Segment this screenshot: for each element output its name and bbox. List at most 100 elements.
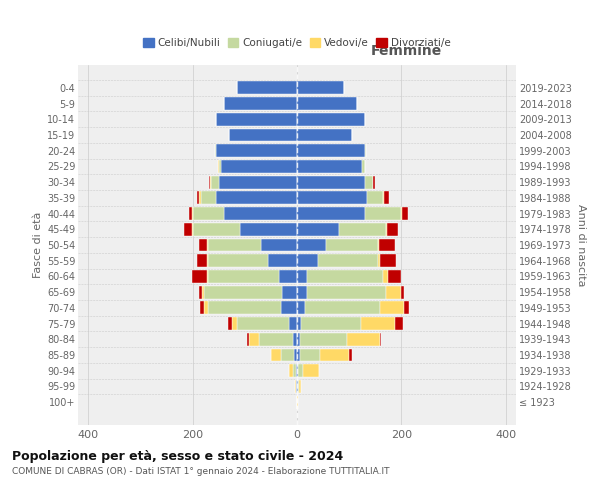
Bar (297, 176, 365, 188)
Bar (297, 223, 339, 235)
Bar (299, 333, 347, 346)
Bar (204, 302, 208, 314)
Bar (297, 97, 357, 110)
Text: Popolazione per età, sesso e stato civile - 2024: Popolazione per età, sesso e stato civil… (12, 450, 343, 463)
Y-axis label: Fasce di età: Fasce di età (32, 212, 43, 278)
Bar (395, 317, 403, 330)
Text: Femmine: Femmine (371, 44, 442, 58)
Bar (293, 333, 297, 346)
Bar (401, 286, 404, 298)
Bar (387, 223, 398, 235)
Bar (208, 238, 260, 252)
Bar (259, 333, 293, 346)
Bar (247, 333, 248, 346)
Bar (301, 317, 361, 330)
Bar (210, 176, 211, 188)
Bar (297, 113, 365, 126)
Bar (361, 317, 395, 330)
Bar (383, 192, 384, 204)
Bar (383, 270, 388, 283)
Bar (219, 176, 297, 188)
Y-axis label: Anni di nascita: Anni di nascita (576, 204, 586, 286)
Legend: Celibi/Nubili, Coniugati/e, Vedovi/e, Divorziati/e: Celibi/Nubili, Coniugati/e, Vedovi/e, Di… (139, 34, 455, 52)
Bar (378, 254, 380, 267)
Bar (388, 270, 401, 283)
Bar (191, 270, 208, 283)
Bar (299, 348, 320, 362)
Bar (297, 317, 301, 330)
Bar (219, 160, 221, 173)
Bar (237, 317, 289, 330)
Bar (297, 302, 305, 314)
Bar (218, 160, 219, 173)
Bar (380, 333, 382, 346)
Bar (289, 364, 293, 377)
Bar (295, 348, 297, 362)
Bar (191, 223, 193, 235)
Bar (200, 192, 216, 204)
Bar (349, 348, 352, 362)
Bar (199, 192, 200, 204)
Bar (297, 207, 365, 220)
Bar (297, 144, 365, 157)
Bar (209, 176, 210, 188)
Bar (326, 238, 378, 252)
Bar (271, 348, 281, 362)
Bar (367, 192, 383, 204)
Bar (298, 364, 303, 377)
Bar (184, 223, 191, 235)
Bar (297, 270, 307, 283)
Bar (208, 302, 281, 314)
Bar (216, 144, 297, 157)
Bar (404, 302, 409, 314)
Bar (237, 82, 297, 94)
Bar (297, 82, 344, 94)
Bar (297, 254, 318, 267)
Bar (193, 223, 239, 235)
Bar (260, 238, 297, 252)
Bar (307, 270, 383, 283)
Bar (199, 238, 208, 252)
Bar (283, 286, 297, 298)
Bar (293, 364, 296, 377)
Bar (216, 192, 297, 204)
Bar (401, 207, 403, 220)
Bar (208, 254, 268, 267)
Bar (297, 160, 362, 173)
Bar (365, 176, 373, 188)
Bar (303, 364, 319, 377)
Bar (347, 333, 380, 346)
Bar (318, 254, 378, 267)
Bar (289, 317, 297, 330)
Bar (189, 207, 191, 220)
Bar (216, 113, 297, 126)
Text: COMUNE DI CABRAS (OR) - Dati ISTAT 1° gennaio 2024 - Elaborazione TUTTITALIA.IT: COMUNE DI CABRAS (OR) - Dati ISTAT 1° ge… (12, 468, 389, 476)
Bar (297, 286, 307, 298)
Bar (202, 286, 204, 298)
Bar (221, 160, 297, 173)
Bar (208, 270, 279, 283)
Bar (296, 364, 297, 377)
Bar (281, 348, 295, 362)
Bar (215, 144, 216, 157)
Bar (197, 192, 199, 204)
Bar (229, 128, 297, 141)
Bar (305, 302, 380, 314)
Bar (378, 238, 379, 252)
Bar (199, 286, 202, 298)
Bar (320, 348, 349, 362)
Bar (380, 254, 396, 267)
Bar (227, 317, 232, 330)
Bar (248, 333, 259, 346)
Bar (232, 317, 237, 330)
Bar (298, 380, 299, 393)
Bar (211, 176, 219, 188)
Bar (403, 207, 407, 220)
Bar (307, 286, 386, 298)
Bar (299, 380, 301, 393)
Bar (297, 396, 298, 408)
Bar (200, 302, 204, 314)
Bar (297, 192, 367, 204)
Bar (295, 380, 296, 393)
Bar (204, 286, 283, 298)
